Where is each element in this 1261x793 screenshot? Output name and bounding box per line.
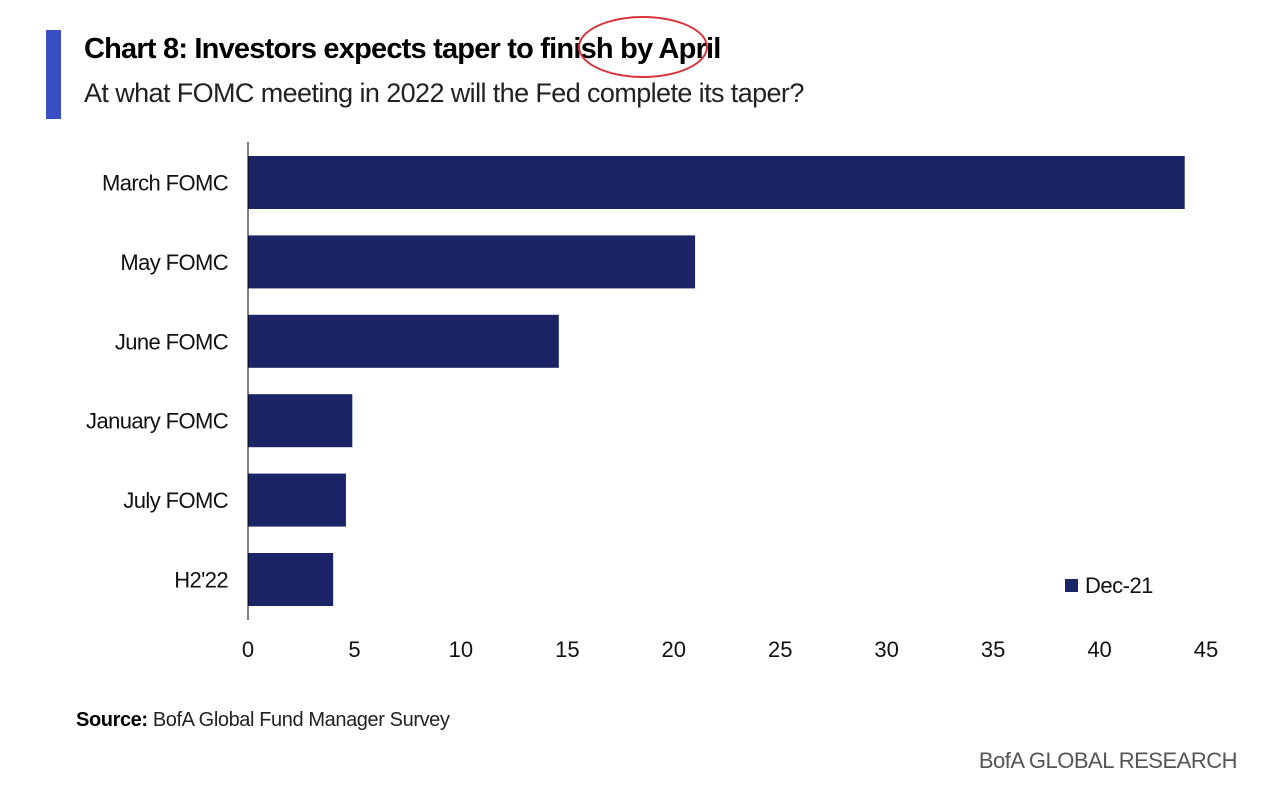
category-label: January FOMC [86,409,229,434]
bars-layer [248,156,1185,606]
red-circle-annotation [578,16,708,78]
bar-h2-22 [248,553,334,606]
x-tick-labels-layer: 0 5 10 15 20 25 30 35 40 45 [242,637,1218,662]
x-tick-label: 15 [555,637,579,662]
source-text: BofA Global Fund Manager Survey [152,709,450,731]
category-label: July FOMC [123,488,228,513]
legend: Dec-21 [1065,573,1154,598]
bar-may-fomc [248,235,696,289]
x-tick-label: 25 [768,637,792,662]
x-tick-label: 20 [662,637,686,662]
source-note: Source: BofA Global Fund Manager Survey [76,709,450,732]
category-label: May FOMC [120,250,228,275]
x-tick-label: 5 [348,637,360,662]
x-tick-label: 10 [449,637,473,662]
x-tick-label: 35 [981,637,1005,662]
category-label: March FOMC [102,171,229,196]
bar-july-fomc [248,473,346,527]
bar-march-fomc [248,156,1185,209]
category-labels-layer: March FOMC May FOMC June FOMC January FOMC J… [86,171,229,593]
x-tick-label: 45 [1194,637,1218,662]
x-tick-label: 40 [1087,637,1111,662]
bar-january-fomc [248,394,353,448]
chart-subtitle: At what FOMC meeting in 2022 will the Fe… [84,78,804,108]
source-label: Source: [76,709,148,731]
category-label: June FOMC [115,329,229,354]
bar-june-fomc [248,314,559,368]
x-tick-label: 30 [874,637,898,662]
brand-footer: BofA GLOBAL RESEARCH [978,748,1238,773]
category-label: H2'22 [174,568,228,593]
title-accent-bar [46,30,61,119]
legend-label: Dec-21 [1085,573,1153,598]
x-tick-label: 0 [242,637,254,662]
legend-swatch [1065,579,1078,592]
